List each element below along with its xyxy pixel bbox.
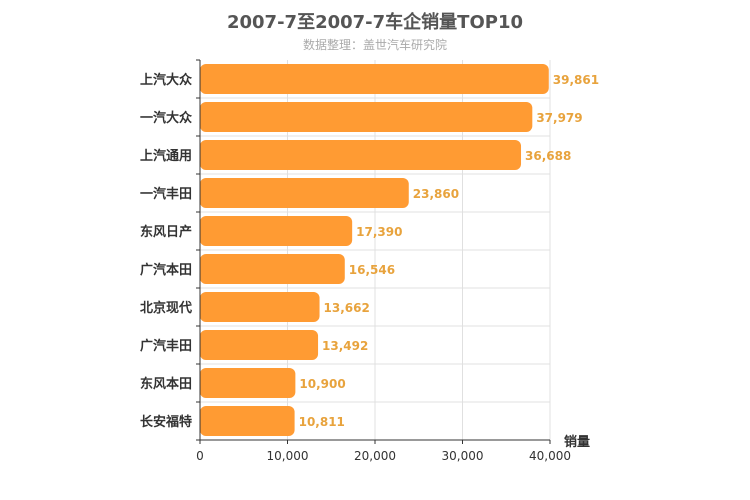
category-label-0: 上汽大众 xyxy=(140,72,192,88)
value-label-0: 39,861 xyxy=(553,73,599,87)
bar-0 xyxy=(200,64,549,94)
x-tick-label-1: 10,000 xyxy=(267,449,309,463)
bar-6 xyxy=(200,292,320,322)
x-tick-label-3: 30,000 xyxy=(442,449,484,463)
category-label-6: 北京现代 xyxy=(140,300,192,316)
chart-title: 2007-7至2007-7车企销量TOP10 xyxy=(226,12,523,33)
x-axis-title: 销量 xyxy=(564,434,590,450)
bar-9 xyxy=(200,406,295,436)
bar-3 xyxy=(200,178,409,208)
x-tick-label-0: 0 xyxy=(196,449,204,463)
bar-5 xyxy=(200,254,345,284)
category-label-7: 广汽丰田 xyxy=(140,338,192,354)
value-label-3: 23,860 xyxy=(413,187,459,201)
x-tick-label-4: 40,000 xyxy=(529,449,571,463)
value-label-6: 13,662 xyxy=(324,301,370,315)
value-label-5: 16,546 xyxy=(349,263,395,277)
chart-subtitle: 数据整理：盖世汽车研究院 xyxy=(302,38,447,52)
category-label-9: 长安福特 xyxy=(140,414,192,430)
value-label-2: 36,688 xyxy=(525,149,571,163)
value-label-1: 37,979 xyxy=(536,111,582,125)
bar-2 xyxy=(200,140,522,170)
bar-8 xyxy=(200,368,296,398)
value-label-9: 10,811 xyxy=(299,415,345,429)
category-label-5: 广汽本田 xyxy=(140,262,192,278)
category-label-1: 一汽大众 xyxy=(140,110,192,126)
value-label-7: 13,492 xyxy=(322,339,368,353)
category-label-4: 东风日产 xyxy=(140,224,192,240)
value-label-4: 17,390 xyxy=(356,225,402,239)
category-label-8: 东风本田 xyxy=(140,376,192,392)
category-label-2: 上汽通用 xyxy=(140,148,192,164)
bar-7 xyxy=(200,330,319,360)
x-tick-label-2: 20,000 xyxy=(354,449,396,463)
value-label-8: 10,900 xyxy=(299,377,345,391)
bar-1 xyxy=(200,102,533,132)
category-label-3: 一汽丰田 xyxy=(140,186,192,202)
bar-4 xyxy=(200,216,353,246)
